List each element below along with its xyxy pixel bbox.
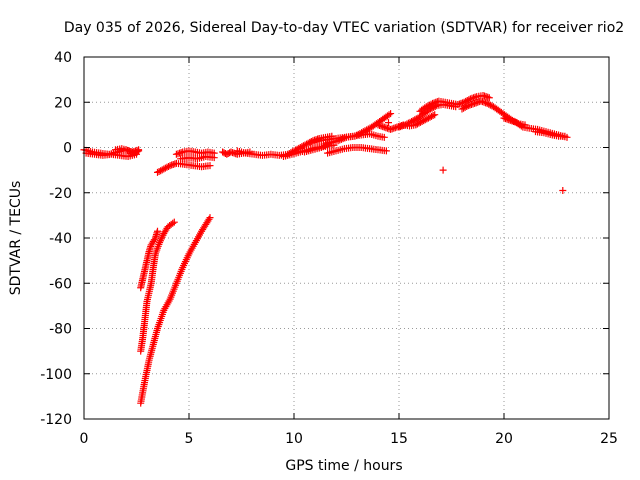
track-t-point <box>517 122 525 130</box>
track-r-point <box>462 97 470 105</box>
outlier-point <box>439 166 447 174</box>
track-p-point <box>428 112 436 120</box>
track-g-point <box>206 162 214 170</box>
outlier-point <box>385 119 392 127</box>
track-k-point <box>299 142 307 150</box>
track-g-point <box>157 167 165 175</box>
x-tick-label: 20 <box>495 431 513 447</box>
track-s-point <box>458 105 466 113</box>
track-s-point <box>483 99 491 107</box>
track-g-point <box>155 168 163 176</box>
track-g-point <box>160 165 168 173</box>
track-q-point <box>404 119 412 127</box>
track-p-point <box>423 115 431 123</box>
y-tick-label: -80 <box>49 322 72 338</box>
track-k-point <box>301 141 309 149</box>
track-g-point <box>163 163 171 171</box>
track-d-point <box>205 215 213 223</box>
track-p-point <box>417 118 425 126</box>
track-n-point <box>380 133 388 141</box>
track-r-point <box>427 100 435 108</box>
x-tick-label: 15 <box>390 431 408 447</box>
track-f-point <box>150 236 158 244</box>
track-k-point <box>303 140 311 148</box>
track-r-point <box>460 98 468 106</box>
track-p-point <box>418 117 426 125</box>
track-r-point <box>463 97 471 105</box>
track-d-point <box>206 214 214 222</box>
track-e-point <box>169 219 177 227</box>
track-p-point <box>421 116 429 124</box>
track-p-point <box>420 117 428 125</box>
y-tick-label: -100 <box>40 367 72 383</box>
data-points <box>80 91 571 407</box>
track-p-point <box>424 114 432 122</box>
track-r-point <box>422 103 430 111</box>
track-s-point <box>463 102 471 110</box>
track-u-point <box>561 132 569 140</box>
track-p-point <box>413 120 421 128</box>
track-r-point <box>485 94 493 102</box>
x-tick-label: 0 <box>80 431 89 447</box>
track-s-point <box>461 103 469 111</box>
x-tick-label: 5 <box>185 431 194 447</box>
x-axis-label: GPS time / hours <box>285 458 402 474</box>
track-m-point <box>387 110 395 118</box>
y-tick-label: 0 <box>63 141 72 157</box>
y-tick-label: 20 <box>54 95 72 111</box>
track-g-point <box>158 166 166 174</box>
track-s-point <box>485 100 493 108</box>
track-r-point <box>465 96 473 104</box>
track-p-point <box>412 121 420 129</box>
axis-ticks: 0 5 10 15 20 25 -120 -100 -80 -60 -40 -20 0 20 40 <box>40 50 618 447</box>
track-q-point <box>406 118 414 126</box>
y-tick-label: -120 <box>40 412 72 428</box>
y-tick-label: 40 <box>54 50 72 66</box>
track-g-point <box>154 168 161 176</box>
track-e-point <box>170 218 178 226</box>
track-f-point <box>154 227 161 235</box>
track-r-point <box>425 101 433 109</box>
track-s-point <box>486 101 494 109</box>
y-tick-label: -20 <box>49 186 72 202</box>
track-p-point <box>429 112 437 120</box>
track-c-point <box>135 146 143 154</box>
track-q-point <box>403 120 411 128</box>
track-p-point <box>415 119 423 127</box>
track-p-point <box>431 111 439 119</box>
track-s-point <box>460 104 468 112</box>
x-tick-label: 25 <box>600 431 618 447</box>
track-o-point <box>382 147 390 155</box>
track-g-point <box>165 162 173 170</box>
track-q-point <box>408 117 416 125</box>
track-r-point <box>424 102 432 110</box>
chart-title: Day 035 of 2026, Sidereal Day-to-day VTE… <box>64 20 624 36</box>
track-m-point <box>385 111 393 119</box>
track-q-point <box>409 117 417 125</box>
y-axis-label: SDTVAR / TECUs <box>8 181 24 296</box>
track-p-point <box>426 113 434 121</box>
track-q-point <box>411 116 419 124</box>
track-g-point <box>161 164 169 172</box>
track-i-point <box>210 154 218 162</box>
y-tick-label: -40 <box>49 231 72 247</box>
x-tick-label: 10 <box>285 431 303 447</box>
outlier-point <box>559 186 567 194</box>
track-q-point <box>401 121 409 129</box>
y-tick-label: -60 <box>49 276 72 292</box>
